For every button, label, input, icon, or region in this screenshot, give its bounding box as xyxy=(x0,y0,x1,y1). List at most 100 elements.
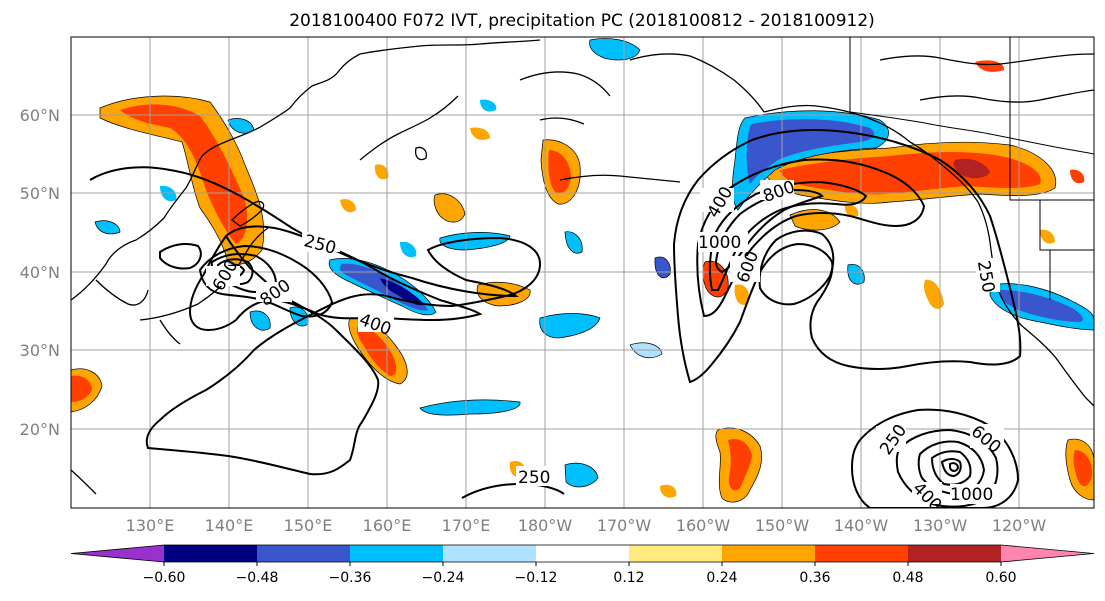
longitude-labels: 130°E 140°E 150°E 160°E 170°E 180°W 170°… xyxy=(126,516,1047,535)
precip-positive-fills xyxy=(71,60,1094,503)
precip-region xyxy=(953,158,990,179)
borders xyxy=(849,37,1094,300)
ivt-contour-label: 1000 xyxy=(698,233,741,253)
colorbar-tick-label: 0.48 xyxy=(892,570,923,586)
precip-region xyxy=(564,231,583,254)
lon-label: 130°W xyxy=(913,516,968,535)
precip-region xyxy=(249,310,271,331)
coastline xyxy=(71,53,361,301)
precip-region xyxy=(654,256,671,279)
precip-region xyxy=(999,290,1083,322)
ivt-contour xyxy=(758,229,835,306)
coastline xyxy=(359,39,541,55)
colorbar-bin xyxy=(815,545,908,562)
latitude-labels: 60°N 50°N 40°N 30°N 20°N xyxy=(20,106,60,439)
precip-region xyxy=(94,220,121,235)
precip-region xyxy=(71,375,92,402)
lat-label: 30°N xyxy=(20,341,60,360)
map-area: 250 800 600 400 400 1000 600 800 250 250… xyxy=(71,37,1094,508)
coastline xyxy=(559,174,681,183)
ivt-contour xyxy=(850,408,1020,508)
ivt-contour xyxy=(714,188,824,274)
colorbar-tick-label: −0.24 xyxy=(422,570,465,586)
precip-region xyxy=(439,232,511,251)
coastline xyxy=(519,71,611,97)
precip-region xyxy=(539,313,601,339)
colorbar-bin xyxy=(1001,545,1094,562)
precip-region xyxy=(120,104,248,245)
coastline xyxy=(414,146,428,161)
precip-region xyxy=(1070,169,1085,184)
colorbar-bin xyxy=(722,545,815,562)
lat-label: 40°N xyxy=(20,263,60,282)
precip-region xyxy=(589,38,641,61)
coastline xyxy=(95,279,149,306)
lat-label: 50°N xyxy=(20,184,60,203)
border-line xyxy=(1039,200,1094,251)
map-title: 2018100400 F072 IVT, precipitation PC (2… xyxy=(289,11,875,31)
precip-region xyxy=(844,204,859,217)
coastline xyxy=(629,53,765,113)
precip-region xyxy=(734,284,750,306)
colorbar-tick-label: −0.60 xyxy=(143,570,186,586)
precip-region xyxy=(340,199,356,213)
precip-region xyxy=(1040,229,1055,244)
colorbar-bin xyxy=(164,545,257,562)
precip-region xyxy=(419,399,521,416)
lat-label: 60°N xyxy=(20,106,60,125)
colorbar-tick-label: 0.24 xyxy=(706,570,737,586)
colorbar-tick-label: 0.12 xyxy=(613,570,644,586)
precip-region xyxy=(564,462,599,488)
coastline xyxy=(231,200,265,227)
precip-region xyxy=(433,193,466,223)
ivt-contour-labels: 250 800 600 400 400 1000 600 800 250 250… xyxy=(206,177,1005,508)
colorbar-bin xyxy=(257,545,350,562)
precip-region xyxy=(746,119,875,184)
colorbar-tick-label: −0.12 xyxy=(515,570,558,586)
precip-region xyxy=(660,484,677,498)
lon-label: 140°W xyxy=(834,516,889,535)
colorbar-tick-label: −0.48 xyxy=(236,570,279,586)
coastline xyxy=(763,104,911,143)
lon-label: 140°E xyxy=(205,516,254,535)
lat-label: 20°N xyxy=(20,420,60,439)
precip-region xyxy=(924,279,944,309)
colorbar-tick-label: 0.60 xyxy=(985,570,1016,586)
lon-label: 150°E xyxy=(284,516,333,535)
precip-region xyxy=(975,60,1005,72)
precip-region xyxy=(480,99,497,112)
border-line xyxy=(1009,112,1094,201)
coastlines xyxy=(71,39,1094,495)
precip-region xyxy=(470,127,490,140)
lon-label: 170°W xyxy=(597,516,652,535)
ivt-contour xyxy=(159,243,202,270)
map-frame xyxy=(70,36,1095,509)
lon-label: 160°W xyxy=(676,516,731,535)
ivt-contour xyxy=(198,244,334,318)
colorbar-bin xyxy=(71,545,164,562)
precip-region xyxy=(374,164,389,180)
coastline xyxy=(71,469,97,495)
ivt-contour-label: 250 xyxy=(518,468,550,488)
lon-label: 120°W xyxy=(992,516,1047,535)
precip-region xyxy=(847,264,865,285)
colorbar: −0.60 −0.48 −0.36 −0.24 −0.12 0.12 0.24 0.36 0.4… xyxy=(70,544,1095,586)
lon-label: 150°W xyxy=(755,516,810,535)
colorbar-bin xyxy=(629,545,722,562)
precip-region xyxy=(1073,450,1092,487)
colorbar-bin xyxy=(443,545,536,562)
colorbar-bin xyxy=(908,545,1001,562)
ivt-contour xyxy=(930,450,972,486)
coastline xyxy=(879,53,1094,66)
precip-region xyxy=(548,150,571,194)
precip-region xyxy=(400,241,417,258)
lon-label: 180°W xyxy=(518,516,573,535)
coastline xyxy=(539,117,585,125)
coastline xyxy=(359,95,459,161)
ivt-contour xyxy=(940,458,962,478)
lon-label: 170°E xyxy=(442,516,491,535)
precip-region xyxy=(356,326,397,376)
ivt-contour xyxy=(949,462,960,472)
colorbar-tick-label: −0.36 xyxy=(329,570,372,586)
